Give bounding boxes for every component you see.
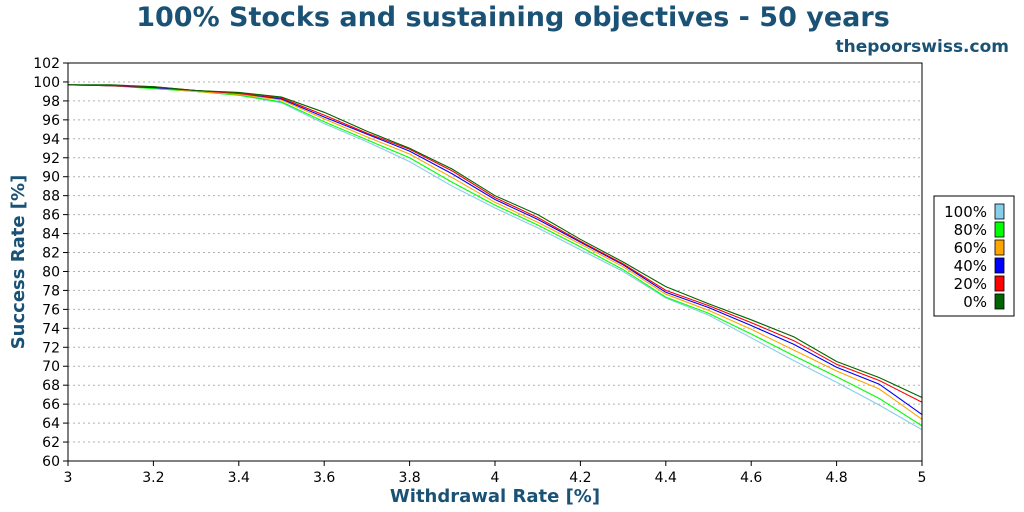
legend-label: 60% bbox=[954, 239, 987, 257]
series-line-100pct bbox=[67, 84, 923, 431]
x-tick-label: 3.8 bbox=[398, 470, 420, 486]
y-tick-label: 62 bbox=[42, 435, 60, 451]
legend-label: 100% bbox=[944, 203, 987, 221]
series-line-40pct bbox=[67, 84, 923, 416]
legend-swatch bbox=[994, 275, 1005, 292]
x-tick-label: 3.6 bbox=[313, 470, 335, 486]
series-line-20pct bbox=[67, 84, 923, 403]
y-axis-label: Success Rate [%] bbox=[8, 175, 29, 350]
x-axis-label: Withdrawal Rate [%] bbox=[390, 486, 600, 507]
x-tick-label: 4.2 bbox=[569, 470, 591, 486]
x-tick-label: 3.2 bbox=[142, 470, 164, 486]
x-tick-label: 5 bbox=[918, 470, 927, 486]
x-tick-label: 4 bbox=[491, 470, 500, 486]
y-tick-label: 66 bbox=[42, 397, 60, 413]
y-tick-label: 64 bbox=[42, 416, 60, 432]
x-tick-label: 4.4 bbox=[655, 470, 677, 486]
legend-swatch bbox=[994, 221, 1005, 238]
y-tick-label: 94 bbox=[42, 132, 60, 148]
legend-label: 20% bbox=[954, 275, 987, 293]
legend-swatch bbox=[994, 203, 1005, 220]
legend-label: 40% bbox=[954, 257, 987, 275]
legend-label: 0% bbox=[963, 293, 987, 311]
y-axis-ticks: 60 62 64 66 68 70 72 74 76 78 80 82 84 86 88 90 92 94 96 98… bbox=[33, 56, 68, 470]
y-tick-label: 92 bbox=[42, 151, 60, 167]
y-tick-label: 78 bbox=[42, 283, 60, 299]
legend-swatch bbox=[994, 239, 1005, 256]
series-line-0pct bbox=[68, 84, 923, 398]
y-tick-label: 96 bbox=[42, 113, 60, 129]
y-tick-label: 88 bbox=[42, 189, 60, 205]
legend-swatch bbox=[994, 293, 1005, 310]
y-tick-label: 98 bbox=[42, 94, 60, 110]
y-tick-label: 90 bbox=[42, 170, 60, 186]
chart-title: 100% Stocks and sustaining objectives - … bbox=[136, 2, 890, 33]
chart-subtitle: thepoorswiss.com bbox=[836, 37, 1010, 57]
y-tick-label: 100 bbox=[33, 75, 60, 91]
x-axis-ticks: 3 3.2 3.4 3.6 3.8 4 4.2 4.4 4.6 4.8 5 bbox=[64, 461, 927, 486]
x-tick-label: 3 bbox=[64, 470, 73, 486]
legend: 100%80%60%40%20%0% bbox=[933, 195, 1015, 317]
y-tick-label: 84 bbox=[42, 227, 60, 243]
y-tick-label: 70 bbox=[42, 359, 60, 375]
series-line-60pct bbox=[67, 84, 923, 420]
y-tick-label: 76 bbox=[42, 302, 60, 318]
legend-label: 80% bbox=[954, 221, 987, 239]
y-tick-label: 60 bbox=[42, 454, 60, 470]
x-tick-label: 4.6 bbox=[740, 470, 762, 486]
y-tick-label: 72 bbox=[42, 340, 60, 356]
series-line-80pct bbox=[67, 84, 923, 427]
y-tick-label: 68 bbox=[42, 378, 60, 394]
y-tick-label: 80 bbox=[42, 264, 60, 280]
x-tick-label: 3.4 bbox=[228, 470, 250, 486]
y-tick-label: 74 bbox=[42, 321, 60, 337]
grid bbox=[68, 62, 922, 462]
series-lines bbox=[67, 84, 923, 431]
x-tick-label: 4.8 bbox=[825, 470, 847, 486]
legend-swatch bbox=[994, 257, 1005, 274]
y-tick-label: 82 bbox=[42, 246, 60, 262]
plot-frame bbox=[67, 62, 923, 462]
y-tick-label: 86 bbox=[42, 208, 60, 224]
y-tick-label: 102 bbox=[33, 56, 60, 72]
